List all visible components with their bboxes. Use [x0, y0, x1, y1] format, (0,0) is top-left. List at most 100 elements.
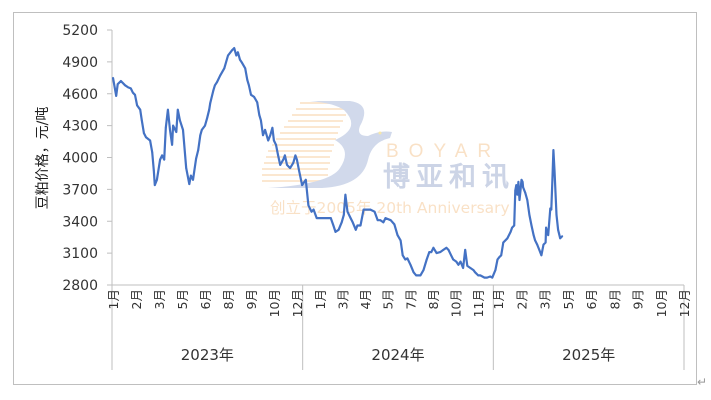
data-point: [264, 128, 266, 131]
data-point: [312, 208, 315, 211]
x-month-label: 6月: [584, 289, 599, 309]
data-point: [199, 134, 202, 137]
data-point: [175, 131, 178, 133]
data-point: [559, 237, 562, 240]
data-point: [442, 249, 445, 251]
x-month-label: 4月: [358, 289, 373, 309]
x-month-label: 6月: [198, 289, 213, 309]
data-point: [116, 83, 119, 86]
data-point: [152, 169, 155, 172]
y-tick-label: 3100: [62, 246, 98, 262]
data-point: [267, 139, 270, 142]
data-point: [275, 143, 277, 146]
x-month-label: 9月: [631, 289, 646, 309]
data-point: [262, 134, 264, 137]
data-point: [415, 274, 418, 277]
data-point: [236, 51, 239, 54]
x-month-label: 5月: [561, 289, 576, 309]
data-point: [502, 241, 505, 244]
data-point: [192, 178, 194, 181]
data-point: [452, 258, 455, 261]
data-point: [455, 260, 458, 263]
x-month-label: 12月: [290, 289, 305, 317]
x-month-label: 12月: [677, 289, 692, 317]
data-point: [246, 79, 249, 81]
data-point: [216, 81, 218, 83]
x-month-label: 10月: [448, 289, 463, 317]
x-month-label: 2月: [514, 289, 529, 309]
price-series-line: [111, 47, 564, 279]
data-point: [171, 143, 173, 146]
data-point: [457, 263, 460, 266]
data-point: [526, 199, 529, 201]
data-point: [142, 132, 145, 134]
data-point: [509, 230, 512, 233]
series-points: [112, 47, 564, 279]
data-point: [489, 275, 492, 278]
data-point: [279, 164, 282, 166]
data-point: [486, 276, 488, 279]
watermark-tagline: 创立于2005年 20th Anniversary: [270, 199, 510, 217]
data-point: [156, 178, 158, 181]
data-point: [483, 276, 486, 279]
data-point: [176, 108, 179, 111]
data-point: [188, 183, 191, 185]
data-point: [520, 178, 523, 181]
data-point: [551, 178, 554, 181]
data-point: [464, 249, 467, 251]
data-point: [552, 149, 555, 151]
y-axis-label: 豆粕价格，元/吨: [35, 107, 51, 210]
data-point: [546, 230, 549, 233]
data-point: [393, 223, 396, 226]
data-point: [200, 128, 203, 131]
data-point: [256, 101, 259, 104]
x-month-label: 3月: [152, 289, 167, 309]
data-point: [399, 239, 402, 242]
data-point: [206, 117, 208, 120]
data-point: [185, 167, 188, 170]
data-point: [129, 87, 132, 90]
y-axis: 2800 3100 3400 3700 4000 4300 4600 4900 5200: [62, 23, 113, 294]
data-point: [131, 91, 134, 94]
data-point: [500, 254, 503, 257]
data-point: [119, 80, 122, 82]
x-axis: 1月 2月 3月 5月 6月 8月 9月 10月 12月 2023年 1月 3月 4月 5月 7月 8月 10月…: [106, 284, 692, 370]
data-point: [547, 234, 550, 236]
data-point: [376, 219, 379, 222]
data-point: [329, 217, 332, 219]
data-point: [496, 258, 499, 261]
data-point: [127, 86, 130, 89]
data-point: [450, 254, 453, 257]
x-year-label: 2023年: [181, 346, 234, 364]
data-point: [172, 124, 175, 127]
data-point: [282, 158, 285, 161]
data-point: [538, 249, 541, 251]
data-point: [540, 254, 543, 257]
y-tick-label: 4900: [62, 55, 98, 71]
data-point: [555, 213, 558, 216]
data-point: [197, 149, 200, 151]
x-month-label: 10月: [267, 289, 282, 317]
data-point: [310, 210, 313, 213]
data-point: [498, 256, 500, 259]
data-point: [422, 269, 425, 272]
data-point: [115, 94, 118, 97]
y-tick-label: 2800: [62, 278, 98, 294]
data-point: [134, 93, 136, 96]
data-point: [250, 93, 252, 96]
data-point: [233, 47, 236, 49]
data-point: [332, 224, 335, 227]
data-point: [513, 224, 516, 227]
data-point: [522, 186, 525, 189]
data-point: [319, 217, 322, 219]
data-point: [447, 249, 450, 251]
data-point: [432, 246, 435, 249]
data-point: [315, 217, 318, 219]
data-point: [544, 241, 547, 244]
data-point: [241, 62, 243, 64]
x-month-label: 1月: [106, 289, 121, 309]
data-point: [140, 119, 143, 122]
data-point: [435, 252, 438, 255]
data-point: [384, 217, 387, 219]
